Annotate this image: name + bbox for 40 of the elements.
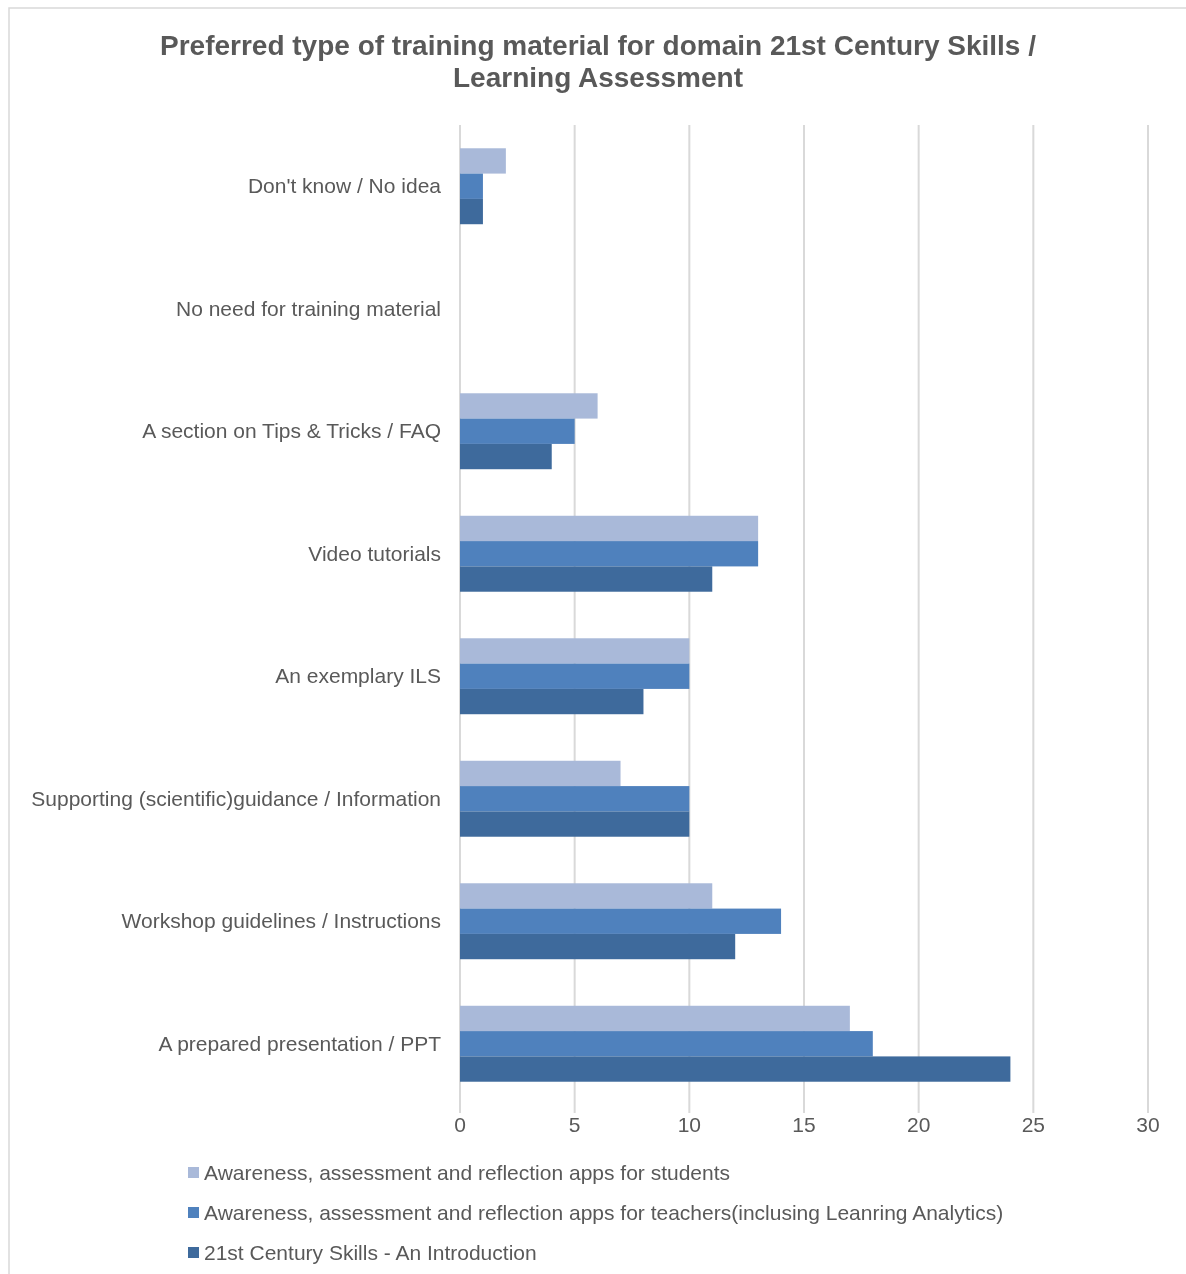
bar <box>460 883 713 909</box>
y-tick-label: Supporting (scientific)guidance / Information <box>31 786 441 810</box>
y-tick-label: Workshop guidelines / Instructions <box>121 909 441 933</box>
y-tick-label: Video tutorials <box>308 541 441 565</box>
bar <box>460 688 644 715</box>
bar <box>460 908 782 934</box>
bar <box>460 566 713 592</box>
bar <box>460 811 690 837</box>
legend-label: Awareness, assessment and reflection apps for teachers(inclusing Leanring Analytics) <box>204 1201 1004 1224</box>
y-tick-label: A prepared presentation / PPT <box>158 1031 442 1055</box>
y-tick-label: Don't know / No idea <box>247 174 442 198</box>
x-tick-label: 10 <box>677 1113 702 1136</box>
bar <box>460 933 736 960</box>
y-tick-label: No need for training material <box>176 296 441 320</box>
bar <box>460 541 759 567</box>
bar <box>460 1056 1011 1082</box>
x-tick-label: 5 <box>568 1113 581 1136</box>
bar <box>460 418 575 444</box>
x-tick-label: 25 <box>1021 1113 1046 1136</box>
bar <box>460 1031 873 1057</box>
chart-title: Preferred type of training material for domain 21st Century Skills / Learning Assessment <box>159 30 1037 93</box>
bar <box>460 663 690 689</box>
bar <box>460 198 483 225</box>
bar <box>460 393 598 419</box>
y-tick-label: A section on Tips & Tricks / FAQ <box>142 419 441 443</box>
x-tick-label: 30 <box>1136 1113 1160 1136</box>
bar <box>460 638 690 664</box>
bar <box>460 148 506 174</box>
bar <box>460 443 552 470</box>
bar <box>460 173 483 199</box>
legend-label: 21st Century Skills - An Introduction <box>204 1241 537 1264</box>
bar <box>460 760 621 787</box>
bar <box>460 515 759 542</box>
bar <box>460 1005 850 1032</box>
y-tick-label: An exemplary ILS <box>275 664 441 688</box>
x-tick-label: 15 <box>792 1113 816 1136</box>
bar <box>460 786 690 812</box>
x-tick-label: 0 <box>454 1113 466 1136</box>
x-tick-label: 20 <box>906 1113 931 1136</box>
legend-label: Awareness, assessment and reflection apps for students <box>204 1161 731 1184</box>
